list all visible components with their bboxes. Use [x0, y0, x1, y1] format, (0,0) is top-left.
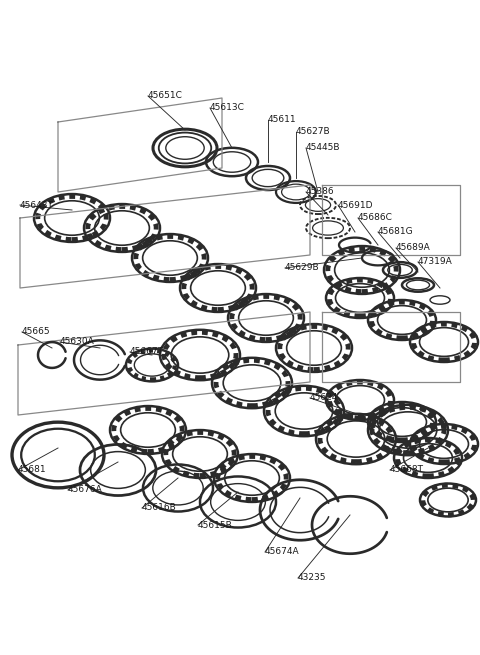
- Text: 45386: 45386: [306, 187, 335, 196]
- Text: 45624: 45624: [310, 394, 338, 403]
- Text: 45689A: 45689A: [396, 244, 431, 252]
- Text: 45616B: 45616B: [142, 504, 177, 512]
- Text: 47319A: 47319A: [418, 257, 453, 267]
- Text: 45691D: 45691D: [338, 200, 373, 210]
- Text: 45681: 45681: [18, 466, 47, 474]
- Text: 45630A: 45630A: [60, 337, 95, 346]
- Text: 45667T: 45667T: [130, 348, 164, 356]
- Text: 45629B: 45629B: [285, 263, 320, 272]
- Text: 45665: 45665: [22, 328, 50, 337]
- Text: 45676A: 45676A: [68, 485, 103, 495]
- Text: 45674A: 45674A: [265, 548, 300, 557]
- Text: 45627B: 45627B: [296, 128, 331, 136]
- Text: 45615B: 45615B: [198, 521, 233, 529]
- Text: 45686C: 45686C: [358, 214, 393, 223]
- Text: 45613C: 45613C: [210, 103, 245, 113]
- Text: 45681G: 45681G: [378, 227, 414, 236]
- Text: 43235: 43235: [298, 574, 326, 582]
- Text: 45651C: 45651C: [148, 92, 183, 100]
- Text: 45445B: 45445B: [306, 143, 340, 153]
- Text: 45668T: 45668T: [390, 466, 424, 474]
- Text: 45611: 45611: [268, 115, 297, 124]
- Text: 45643T: 45643T: [20, 200, 54, 210]
